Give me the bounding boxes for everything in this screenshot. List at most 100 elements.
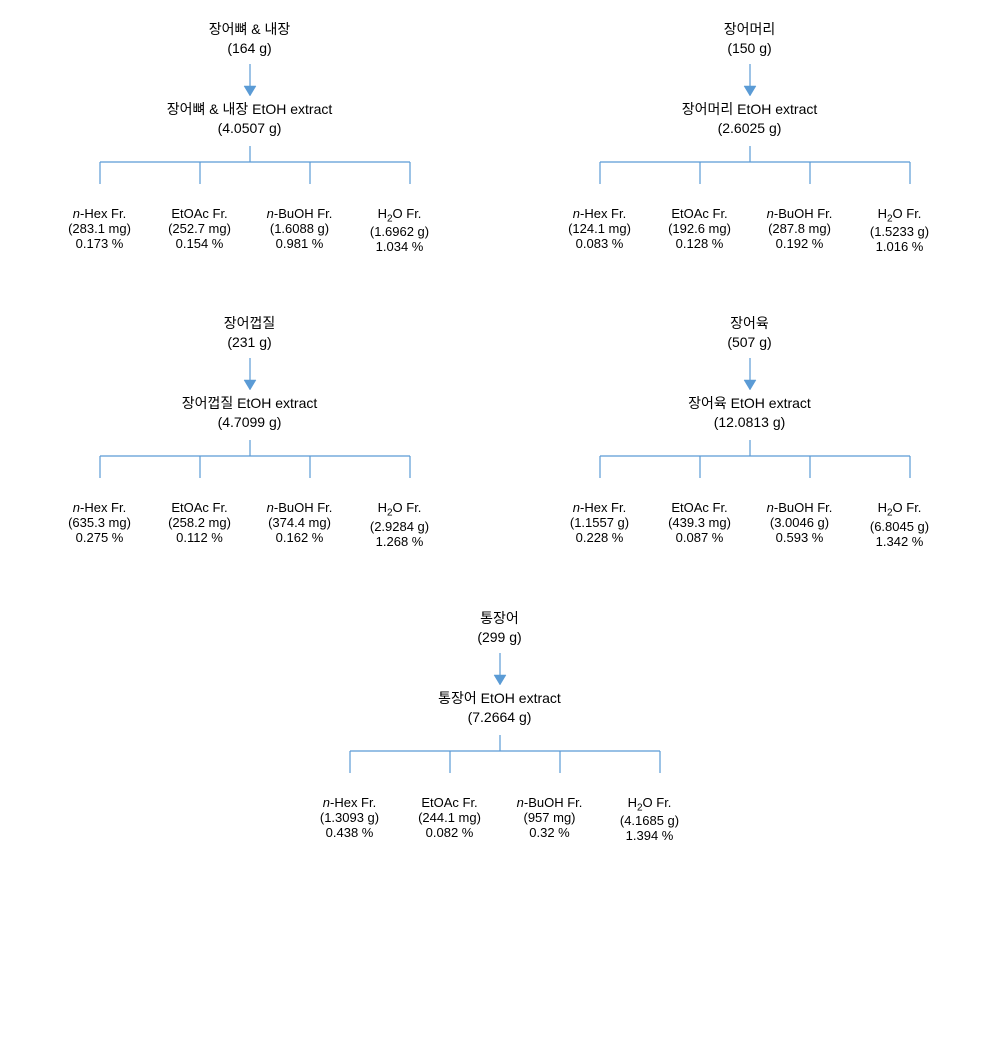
source-mass: (150 g) <box>724 39 776 58</box>
fraction-mass: (258.2 mg) <box>150 515 250 530</box>
diagram-row: 장어껍질 (231 g) 장어껍질 EtOH extract (4.7099 g… <box>30 314 969 548</box>
fraction-pct: 0.112 % <box>150 530 250 545</box>
diagram-skin: 장어껍질 (231 g) 장어껍질 EtOH extract (4.7099 g… <box>40 314 460 548</box>
fraction-name: n-BuOH Fr. <box>750 206 850 221</box>
fraction-pct: 0.32 % <box>500 825 600 840</box>
fraction-mass: (439.3 mg) <box>650 515 750 530</box>
fraction-name: H2O Fr. <box>600 795 700 814</box>
fork-connector <box>540 440 960 500</box>
extract-title: 장어머리 EtOH extract <box>682 100 818 119</box>
fraction-mass: (957 mg) <box>500 810 600 825</box>
fraction-row: n-Hex Fr. (1.1557 g) 0.228 % EtOAc Fr. (… <box>550 500 950 549</box>
extract-title: 장어육 EtOH extract <box>688 394 811 413</box>
fraction-name: H2O Fr. <box>850 206 950 225</box>
fraction-row: n-Hex Fr. (124.1 mg) 0.083 % EtOAc Fr. (… <box>550 206 950 255</box>
fraction-leaf: n-BuOH Fr. (957 mg) 0.32 % <box>500 795 600 844</box>
fraction-pct: 0.438 % <box>300 825 400 840</box>
fraction-leaf: H2O Fr. (1.5233 g) 1.016 % <box>850 206 950 255</box>
diagram-head: 장어머리 (150 g) 장어머리 EtOH extract (2.6025 g… <box>540 20 960 254</box>
fraction-leaf: EtOAc Fr. (192.6 mg) 0.128 % <box>650 206 750 255</box>
fraction-name: H2O Fr. <box>350 500 450 519</box>
fraction-name: H2O Fr. <box>850 500 950 519</box>
fraction-mass: (4.1685 g) <box>600 813 700 828</box>
fraction-leaf: n-Hex Fr. (283.1 mg) 0.173 % <box>50 206 150 255</box>
fraction-name: n-Hex Fr. <box>50 500 150 515</box>
source-mass: (299 g) <box>477 628 521 647</box>
fraction-mass: (244.1 mg) <box>400 810 500 825</box>
fraction-pct: 0.228 % <box>550 530 650 545</box>
fork-connector <box>40 146 460 206</box>
extract-mass: (2.6025 g) <box>682 119 818 138</box>
fraction-mass: (1.1557 g) <box>550 515 650 530</box>
fraction-leaf: n-BuOH Fr. (287.8 mg) 0.192 % <box>750 206 850 255</box>
fraction-pct: 1.394 % <box>600 828 700 843</box>
fraction-name: EtOAc Fr. <box>650 206 750 221</box>
fraction-name: EtOAc Fr. <box>650 500 750 515</box>
fraction-pct: 0.173 % <box>50 236 150 251</box>
source-title: 장어뼈 & 내장 <box>209 20 291 39</box>
fraction-leaf: H2O Fr. (2.9284 g) 1.268 % <box>350 500 450 549</box>
fraction-mass: (1.6088 g) <box>250 221 350 236</box>
fraction-mass: (3.0046 g) <box>750 515 850 530</box>
extract-node: 장어육 EtOH extract (12.0813 g) <box>688 394 811 432</box>
diagram-bone_viscera: 장어뼈 & 내장 (164 g) 장어뼈 & 내장 EtOH extract (… <box>40 20 460 254</box>
fraction-pct: 1.016 % <box>850 239 950 254</box>
fraction-mass: (283.1 mg) <box>50 221 150 236</box>
diagram-whole: 통장어 (299 g) 통장어 EtOH extract (7.2664 g) … <box>290 609 710 843</box>
fraction-name: n-BuOH Fr. <box>750 500 850 515</box>
source-title: 장어머리 <box>724 20 776 39</box>
fraction-leaf: EtOAc Fr. (439.3 mg) 0.087 % <box>650 500 750 549</box>
fraction-pct: 0.192 % <box>750 236 850 251</box>
fraction-pct: 0.162 % <box>250 530 350 545</box>
fraction-name: n-Hex Fr. <box>50 206 150 221</box>
fork-connector <box>40 440 460 500</box>
fraction-leaf: n-BuOH Fr. (3.0046 g) 0.593 % <box>750 500 850 549</box>
fraction-leaf: EtOAc Fr. (244.1 mg) 0.082 % <box>400 795 500 844</box>
fraction-mass: (1.6962 g) <box>350 224 450 239</box>
extract-node: 장어껍질 EtOH extract (4.7099 g) <box>182 394 318 432</box>
fraction-leaf: H2O Fr. (6.8045 g) 1.342 % <box>850 500 950 549</box>
fraction-name: EtOAc Fr. <box>150 500 250 515</box>
source-node: 통장어 (299 g) <box>477 609 521 647</box>
source-node: 장어머리 (150 g) <box>724 20 776 58</box>
fraction-pct: 1.268 % <box>350 534 450 549</box>
extract-node: 장어뼈 & 내장 EtOH extract (4.0507 g) <box>167 100 333 138</box>
source-mass: (507 g) <box>727 333 771 352</box>
fraction-leaf: EtOAc Fr. (258.2 mg) 0.112 % <box>150 500 250 549</box>
fraction-name: n-Hex Fr. <box>550 206 650 221</box>
fraction-pct: 0.275 % <box>50 530 150 545</box>
arrow-down-icon <box>40 358 460 390</box>
fraction-leaf: n-Hex Fr. (1.1557 g) 0.228 % <box>550 500 650 549</box>
fraction-name: EtOAc Fr. <box>400 795 500 810</box>
arrow-down-icon <box>540 358 960 390</box>
fraction-pct: 1.342 % <box>850 534 950 549</box>
fraction-mass: (252.7 mg) <box>150 221 250 236</box>
extract-title: 장어뼈 & 내장 EtOH extract <box>167 100 333 119</box>
fraction-pct: 0.981 % <box>250 236 350 251</box>
arrow-down-icon <box>40 64 460 96</box>
source-mass: (164 g) <box>209 39 291 58</box>
fraction-leaf: n-Hex Fr. (1.3093 g) 0.438 % <box>300 795 400 844</box>
extract-mass: (4.0507 g) <box>167 119 333 138</box>
fraction-name: n-Hex Fr. <box>550 500 650 515</box>
source-node: 장어육 (507 g) <box>727 314 771 352</box>
fraction-leaf: H2O Fr. (4.1685 g) 1.394 % <box>600 795 700 844</box>
fraction-leaf: n-BuOH Fr. (374.4 mg) 0.162 % <box>250 500 350 549</box>
fork-connector <box>540 146 960 206</box>
fraction-row: n-Hex Fr. (1.3093 g) 0.438 % EtOAc Fr. (… <box>300 795 700 844</box>
fraction-name: EtOAc Fr. <box>150 206 250 221</box>
extract-mass: (4.7099 g) <box>182 413 318 432</box>
source-mass: (231 g) <box>224 333 276 352</box>
fraction-pct: 0.082 % <box>400 825 500 840</box>
fraction-name: n-BuOH Fr. <box>250 206 350 221</box>
fraction-leaf: H2O Fr. (1.6962 g) 1.034 % <box>350 206 450 255</box>
source-title: 통장어 <box>477 609 521 628</box>
fraction-mass: (635.3 mg) <box>50 515 150 530</box>
fraction-leaf: n-Hex Fr. (124.1 mg) 0.083 % <box>550 206 650 255</box>
fraction-mass: (1.5233 g) <box>850 224 950 239</box>
diagram-grid: 장어뼈 & 내장 (164 g) 장어뼈 & 내장 EtOH extract (… <box>30 20 969 843</box>
fraction-mass: (192.6 mg) <box>650 221 750 236</box>
arrow-down-icon <box>290 653 710 685</box>
fraction-leaf: EtOAc Fr. (252.7 mg) 0.154 % <box>150 206 250 255</box>
extract-title: 통장어 EtOH extract <box>438 689 561 708</box>
